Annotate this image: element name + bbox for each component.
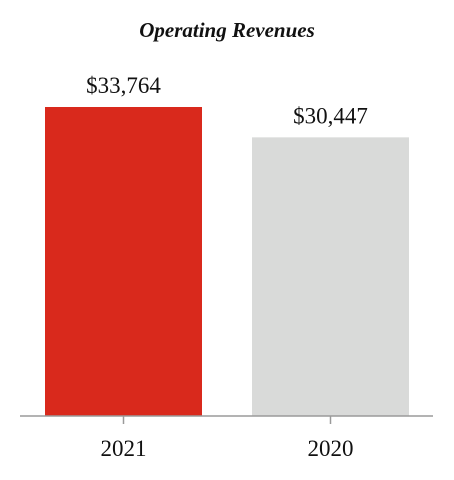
x-tick-label-2021: 2021 — [101, 436, 147, 461]
data-label-2020: $30,447 — [293, 103, 368, 128]
x-tick-labels-group: 2021 2020 — [101, 436, 354, 461]
data-label-2021: $33,764 — [86, 73, 161, 98]
bar-2020 — [252, 137, 409, 416]
x-axis-ticks — [122, 416, 332, 424]
x-tick-label-2020: 2020 — [308, 436, 354, 461]
bar-2021 — [45, 107, 202, 416]
data-labels-group: $33,764 $30,447 — [86, 73, 368, 128]
bars-group — [45, 107, 409, 416]
chart-title: Operating Revenues — [139, 18, 315, 42]
